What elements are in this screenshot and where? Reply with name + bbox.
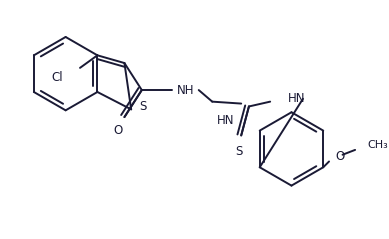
Text: HN: HN bbox=[217, 114, 235, 127]
Text: NH: NH bbox=[177, 84, 194, 97]
Text: S: S bbox=[236, 145, 243, 158]
Text: O: O bbox=[336, 150, 345, 163]
Text: HN: HN bbox=[287, 92, 305, 105]
Text: O: O bbox=[113, 124, 122, 137]
Text: CH₃: CH₃ bbox=[368, 140, 388, 150]
Text: Cl: Cl bbox=[51, 71, 63, 84]
Text: S: S bbox=[139, 100, 146, 113]
